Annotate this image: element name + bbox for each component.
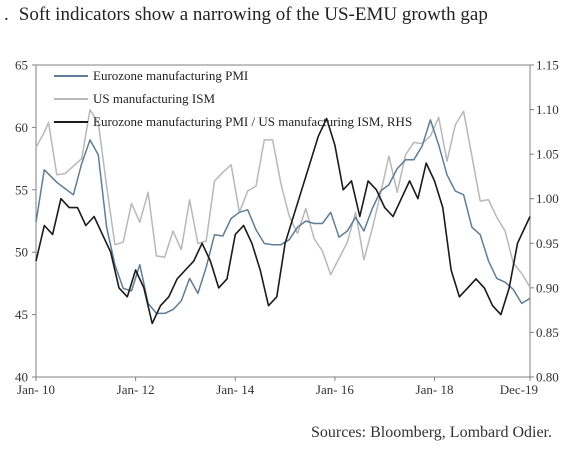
series-lines bbox=[35, 109, 531, 325]
right-tick-label: 1.00 bbox=[536, 191, 559, 206]
right-tick-label: 1.15 bbox=[536, 58, 559, 73]
legend-label: US manufacturing ISM bbox=[93, 91, 215, 106]
title-bullet: . bbox=[4, 4, 9, 25]
x-tick-label: Jan- 16 bbox=[316, 382, 354, 397]
source-note: Sources: Bloomberg, Lombard Odier. bbox=[311, 424, 552, 441]
axes: 40 45 50 55 60 65 0.80 0.85 0.90 0.95 1.00 1.05 1.10… bbox=[15, 58, 559, 398]
chart-title: . Soft indicators show a narrowing of the… bbox=[4, 4, 488, 26]
legend-ratio: Eurozone manufacturing PMI / US manufact… bbox=[54, 114, 412, 129]
us-ism-line bbox=[35, 109, 531, 288]
left-tick-label: 60 bbox=[15, 120, 28, 135]
right-tick-label: 0.95 bbox=[536, 236, 559, 251]
left-tick-label: 50 bbox=[15, 245, 28, 260]
x-tick-label: Jan- 10 bbox=[17, 382, 55, 397]
x-tick-label: Dec-19 bbox=[500, 382, 538, 397]
left-tick-label: 40 bbox=[15, 370, 28, 385]
x-tick-label: Jan- 18 bbox=[416, 382, 454, 397]
legend-us-ism: US manufacturing ISM bbox=[54, 91, 215, 106]
legend-eurozone-pmi: Eurozone manufacturing PMI bbox=[54, 68, 248, 83]
legend-label: Eurozone manufacturing PMI / US manufact… bbox=[93, 114, 412, 129]
right-tick-label: 1.10 bbox=[536, 102, 559, 117]
legend: Eurozone manufacturing PMI US manufacturi… bbox=[54, 68, 412, 129]
title-text: Soft indicators show a narrowing of the … bbox=[18, 4, 488, 25]
right-tick-label: 0.90 bbox=[536, 280, 559, 295]
right-tick-label: 1.05 bbox=[536, 147, 559, 162]
right-tick-label: 0.85 bbox=[536, 325, 559, 340]
plot-frame bbox=[35, 64, 531, 378]
x-tick-label: Jan- 12 bbox=[117, 382, 155, 397]
x-tick-label: Jan- 14 bbox=[216, 382, 254, 397]
legend-label: Eurozone manufacturing PMI bbox=[93, 68, 248, 83]
left-tick-label: 65 bbox=[15, 58, 28, 73]
left-tick-label: 55 bbox=[15, 182, 28, 197]
left-tick-label: 45 bbox=[15, 307, 28, 322]
line-chart: 40 45 50 55 60 65 0.80 0.85 0.90 0.95 1.00 1.05 1.10… bbox=[15, 58, 559, 398]
right-tick-label: 0.80 bbox=[536, 370, 559, 385]
ratio-line bbox=[35, 117, 531, 325]
